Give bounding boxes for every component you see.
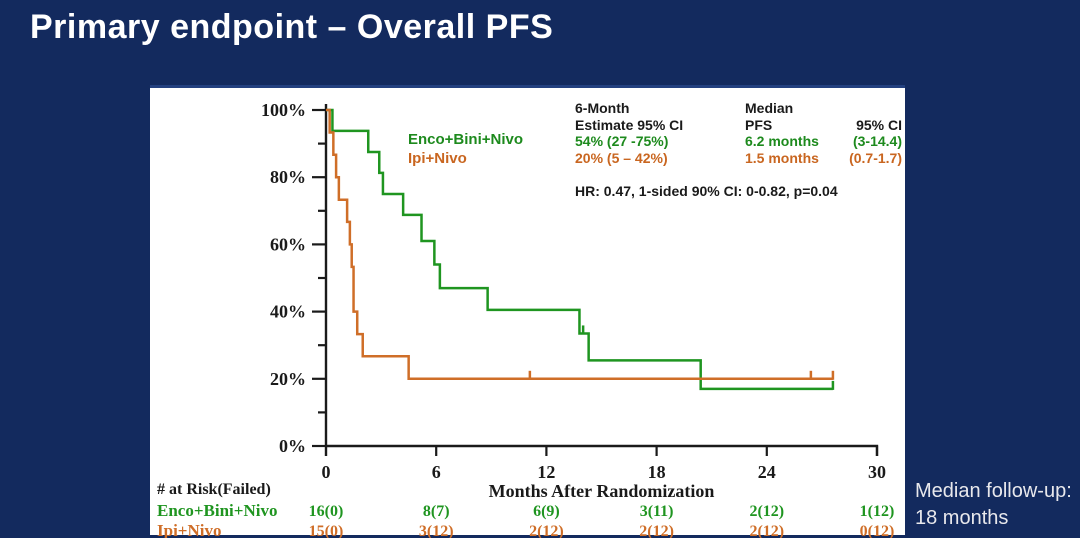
stats-data-row: 20% (5 – 42%) 1.5 months (0.7-1.7) <box>575 150 905 167</box>
risk-value: 2(12) <box>529 523 564 538</box>
median-followup-line1: Median follow-up: <box>915 480 1072 502</box>
slide-title: Primary endpoint – Overall PFS <box>30 8 554 46</box>
x-tick-label: 12 <box>537 462 555 482</box>
km-curve-enco-bini-nivo <box>326 108 833 391</box>
stats-ci: (0.7-1.7) <box>849 149 902 166</box>
y-tick-label: 0% <box>279 436 306 456</box>
risk-value: 16(0) <box>309 503 344 520</box>
stats-median: 1.5 months <box>745 149 819 166</box>
y-tick-label: 100% <box>261 100 306 120</box>
legend-item: Ipi+Nivo <box>408 150 467 167</box>
risk-value: 8(7) <box>423 503 450 520</box>
risk-value: 3(12) <box>419 523 454 538</box>
legend-item: Enco+Bini+Nivo <box>408 131 524 148</box>
risk-value: 2(12) <box>749 523 784 538</box>
stats-col2-header1: Median <box>745 100 794 116</box>
risk-value: 0(12) <box>860 523 895 538</box>
km-curve-ipi-nivo <box>326 108 833 381</box>
stats-estimate: 20% (5 – 42%) <box>575 149 668 166</box>
risk-row-label: Ipi+Nivo <box>157 521 221 538</box>
risk-value: 2(12) <box>749 503 784 520</box>
median-followup-note: Median follow-up: 18 months <box>915 478 1072 532</box>
risk-value: 3(11) <box>640 503 674 520</box>
stats-header-row-2: Estimate 95% CI PFS 95% CI <box>575 117 905 134</box>
x-tick-label: 18 <box>648 462 666 482</box>
stats-col2-header2: PFS <box>745 116 773 133</box>
x-axis-title: Months After Randomization <box>489 481 715 501</box>
stats-col3-header2: 95% CI <box>856 116 902 133</box>
risk-value: 1(12) <box>860 503 895 520</box>
curve-legend: Enco+Bini+Nivo Ipi+Nivo <box>408 130 523 168</box>
median-followup-line2: 18 months <box>915 507 1009 529</box>
y-tick-label: 20% <box>270 369 306 389</box>
risk-value: 6(9) <box>533 503 560 520</box>
x-tick-label: 0 <box>322 462 331 482</box>
stats-estimate: 54% (27 -75%) <box>575 133 669 149</box>
risk-value: 15(0) <box>309 523 344 538</box>
x-tick-label: 24 <box>758 462 776 482</box>
chart-panel: 0% 20% 40% 60% 80% 100% 0 6 12 18 24 30 Months After… <box>150 85 905 538</box>
stats-col1-header1: 6-Month <box>575 100 630 116</box>
x-tick-label: 30 <box>868 462 886 482</box>
stats-data-rows: 54% (27 -75%) 6.2 months (3-14.4) 20% (5 – … <box>575 133 905 166</box>
y-tick-label: 80% <box>270 167 306 187</box>
stats-median: 6.2 months <box>745 133 819 149</box>
risk-table-header: # at Risk(Failed) <box>157 481 271 498</box>
stats-header-row-1: 6-Month Median <box>575 100 905 117</box>
risk-row-label: Enco+Bini+Nivo <box>157 501 277 520</box>
stats-data-row: 54% (27 -75%) 6.2 months (3-14.4) <box>575 133 905 150</box>
risk-value: 2(12) <box>639 523 674 538</box>
km-plot: 0% 20% 40% 60% 80% 100% 0 6 12 18 24 30 Months After… <box>157 100 895 538</box>
stats-block: 6-Month Median Estimate 95% CI PFS 95% C… <box>575 100 905 200</box>
y-tick-label: 60% <box>270 234 306 254</box>
x-axis-line <box>326 444 879 456</box>
y-tick-label: 40% <box>270 302 306 322</box>
hazard-ratio-line: HR: 0.47, 1-sided 90% CI: 0-0.82, p=0.04 <box>575 183 838 199</box>
stats-ci: (3-14.4) <box>852 133 902 149</box>
stats-col1-header2: Estimate 95% CI <box>575 116 684 133</box>
x-tick-label: 6 <box>432 462 441 482</box>
